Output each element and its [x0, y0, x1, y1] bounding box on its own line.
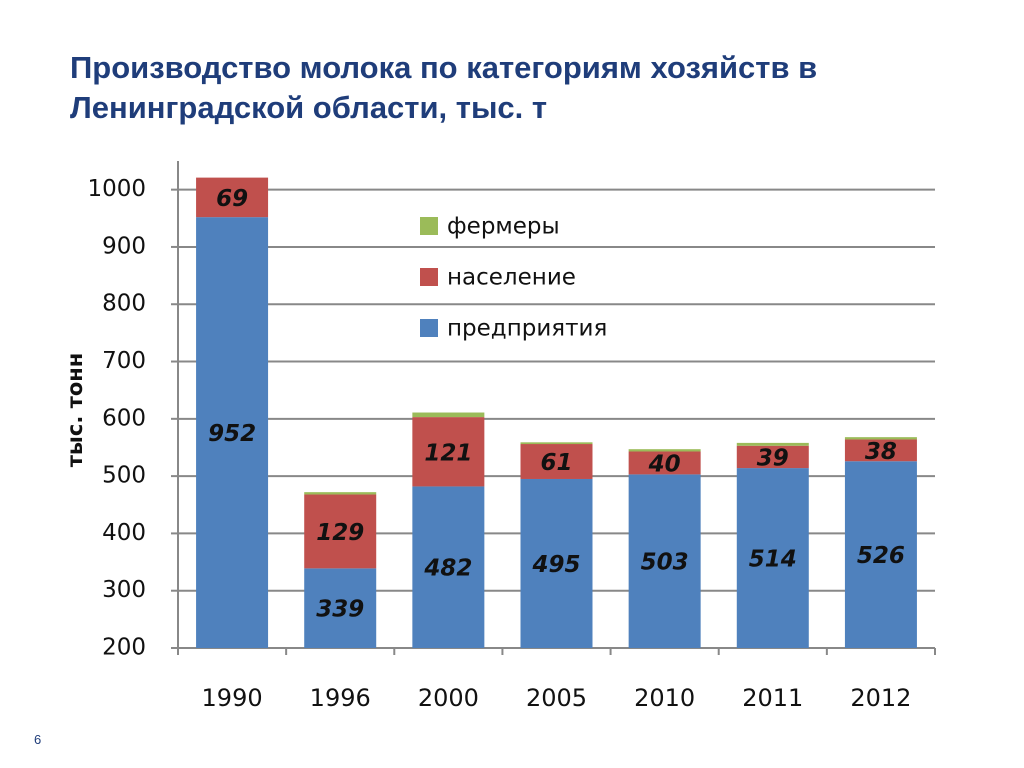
bar-segment: [196, 217, 269, 648]
bar-segment: [412, 417, 485, 487]
data-label: 503: [641, 550, 689, 576]
bar-segment: [628, 451, 701, 475]
y-tick-label: 400: [102, 520, 146, 546]
legend-label: фермеры: [447, 214, 560, 240]
bar-segment: [736, 468, 809, 648]
slide-number: 6: [34, 732, 42, 747]
x-tick-label: 1990: [202, 684, 263, 712]
bar-segment: [412, 412, 485, 418]
data-label: 339: [316, 597, 364, 623]
chart-title: Производство молока по категориям хозяйс…: [70, 50, 818, 125]
bar-segment: [844, 461, 917, 648]
y-tick-label: 900: [102, 233, 146, 259]
data-label: 39: [757, 445, 789, 471]
bar-segment: [844, 437, 917, 440]
bar-segment: [520, 442, 593, 445]
bar-segment: [520, 444, 593, 479]
x-tick-label: 2005: [526, 684, 587, 712]
legend-label: население: [447, 265, 576, 291]
x-tick-label: 1996: [310, 684, 371, 712]
y-tick-label: 1000: [87, 176, 146, 202]
data-label: 121: [424, 440, 472, 466]
data-label: 495: [531, 552, 580, 578]
y-axis-label: тыс. тонн: [63, 353, 87, 468]
bar-segment: [304, 492, 377, 495]
bar-segment: [628, 474, 701, 648]
legend-swatch: [420, 217, 438, 235]
bar-segment: [304, 494, 377, 569]
bar-segment: [736, 442, 809, 446]
data-label: 129: [316, 520, 364, 546]
bar-segment: [520, 478, 593, 648]
data-label: 69: [216, 186, 248, 212]
bar-segment: [844, 439, 917, 462]
data-label: 482: [423, 556, 472, 582]
y-tick-label: 700: [102, 348, 146, 374]
legend-swatch: [420, 268, 438, 286]
data-label: 526: [857, 543, 905, 569]
x-tick-label: 2012: [850, 684, 911, 712]
y-tick-label: 600: [102, 405, 146, 431]
bar-segment: [304, 568, 377, 648]
y-tick-label: 200: [102, 635, 146, 661]
legend-label: предприятия: [447, 316, 607, 342]
data-label: 514: [749, 547, 797, 573]
y-tick-label: 500: [102, 463, 146, 489]
bar-segment: [196, 177, 269, 218]
bar-segment: [628, 449, 701, 452]
x-tick-label: 2010: [634, 684, 695, 712]
data-label: 61: [540, 450, 572, 476]
y-tick-label: 300: [102, 577, 146, 603]
y-tick-label: 800: [102, 291, 146, 317]
bar-segment: [736, 445, 809, 469]
data-label: 38: [865, 439, 897, 465]
data-label: 952: [208, 421, 256, 447]
data-label: 40: [648, 451, 681, 477]
legend-swatch: [420, 319, 438, 337]
x-tick-label: 2000: [418, 684, 479, 712]
bar-segment: [412, 486, 485, 648]
x-tick-label: 2011: [742, 684, 803, 712]
